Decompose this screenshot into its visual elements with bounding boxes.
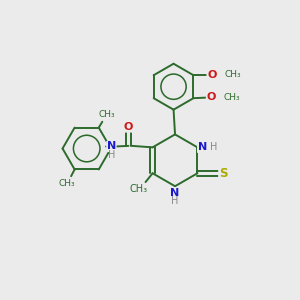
Text: H: H xyxy=(210,142,217,152)
Text: O: O xyxy=(124,122,133,132)
Text: H: H xyxy=(108,150,115,160)
Text: CH₃: CH₃ xyxy=(224,92,240,101)
Text: S: S xyxy=(219,167,227,180)
Text: O: O xyxy=(207,70,216,80)
Text: CH₃: CH₃ xyxy=(130,184,148,194)
Text: CH₃: CH₃ xyxy=(98,110,115,119)
Text: N: N xyxy=(170,188,180,198)
Text: O: O xyxy=(206,92,216,102)
Text: CH₃: CH₃ xyxy=(224,70,241,79)
Text: N: N xyxy=(198,142,207,152)
Text: H: H xyxy=(171,196,179,206)
Text: N: N xyxy=(107,142,116,152)
Text: CH₃: CH₃ xyxy=(58,179,75,188)
